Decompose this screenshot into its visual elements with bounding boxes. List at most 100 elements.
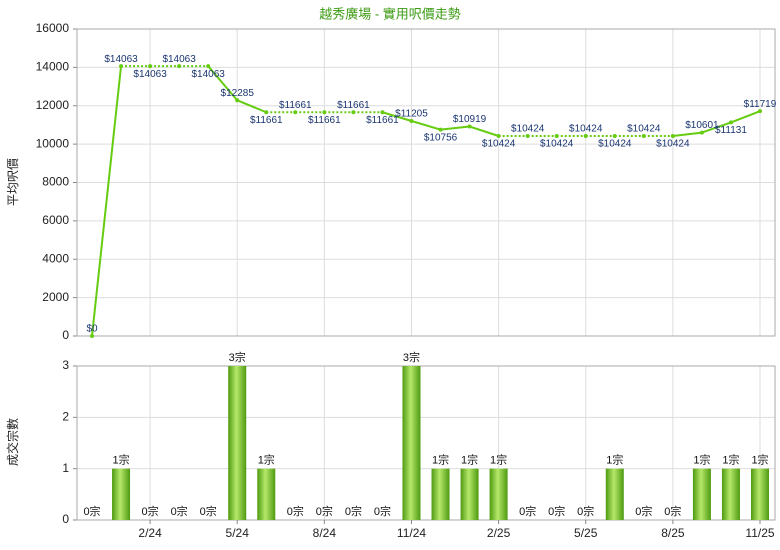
bar — [460, 468, 479, 520]
bar — [751, 468, 769, 520]
bar — [489, 468, 508, 520]
x-tick-label: 2/24 — [138, 526, 162, 540]
value-label: $14063 — [191, 69, 225, 80]
value-label: $14063 — [162, 54, 196, 65]
point — [351, 110, 356, 115]
bar — [112, 468, 131, 520]
y-tick-label: 12000 — [36, 98, 70, 112]
line-segment — [236, 99, 267, 114]
y-tick-label: 14000 — [36, 60, 70, 74]
y-tick-label: 0 — [62, 328, 69, 342]
y-tick-label: 16000 — [36, 21, 70, 35]
plot-frame — [76, 28, 776, 337]
value-label: 0宗 — [316, 504, 333, 518]
value-label: 3宗 — [229, 350, 246, 364]
line-segment — [91, 66, 123, 337]
value-label: 0宗 — [200, 504, 217, 518]
value-label: 0宗 — [345, 504, 362, 518]
line-segment — [701, 121, 732, 134]
value-label: 1宗 — [722, 453, 739, 467]
y-axis-label: 平均呎價 — [6, 158, 20, 206]
bar — [605, 468, 624, 520]
line-segment — [411, 120, 441, 131]
chart-title: 越秀廣場 - 實用呎價走勢 — [319, 6, 461, 21]
value-label: 0宗 — [287, 504, 304, 518]
point — [758, 109, 762, 114]
y-tick-label: 3 — [62, 358, 69, 372]
value-label: $11719 — [744, 99, 777, 110]
value-label: $12285 — [221, 88, 255, 99]
point — [728, 120, 733, 125]
point — [641, 133, 646, 138]
value-label: $11661 — [279, 100, 312, 111]
y-tick-label: 1 — [62, 461, 69, 475]
point — [119, 64, 124, 69]
value-label: 1宗 — [490, 453, 507, 467]
value-label: $11205 — [395, 109, 428, 120]
value-label: 0宗 — [83, 504, 100, 518]
bar — [721, 468, 740, 520]
y-tick-label: 6000 — [42, 213, 69, 227]
point — [235, 98, 240, 103]
value-label: 0宗 — [577, 504, 594, 518]
point — [699, 130, 704, 135]
value-label: $14063 — [133, 69, 167, 80]
value-label: $0 — [86, 324, 98, 335]
y-axis-label: 成交宗數 — [5, 418, 20, 466]
value-label: $10424 — [482, 139, 516, 150]
x-tick-label: 5/24 — [226, 526, 250, 540]
value-label: $11131 — [715, 125, 747, 136]
value-label: $10424 — [569, 124, 603, 135]
line-segment — [672, 131, 703, 137]
bar — [402, 366, 421, 520]
value-label: $10424 — [598, 139, 632, 150]
value-label: 1宗 — [432, 453, 449, 467]
x-tick-label: 11/24 — [397, 526, 426, 540]
y-tick-label: 2 — [62, 410, 69, 424]
point — [670, 133, 675, 138]
x-tick-label: 8/25 — [661, 526, 685, 540]
line-segment — [730, 110, 761, 124]
value-label: 1宗 — [112, 453, 129, 467]
value-label: 0宗 — [519, 504, 536, 518]
line-segment — [440, 125, 470, 131]
value-label: $14063 — [104, 54, 138, 65]
value-label: 3宗 — [403, 350, 420, 364]
plot-frame — [76, 365, 776, 521]
value-label: 1宗 — [751, 453, 768, 467]
point — [90, 334, 94, 338]
value-label: $11661 — [308, 115, 341, 126]
value-label: 0宗 — [664, 504, 681, 518]
point — [264, 110, 269, 115]
point — [438, 127, 443, 132]
y-tick-label: 4000 — [42, 251, 69, 265]
y-tick-label: 8000 — [42, 175, 69, 189]
value-label: 0宗 — [171, 504, 188, 518]
bar — [431, 468, 450, 520]
value-label: 0宗 — [548, 504, 565, 518]
x-tick-label: 8/24 — [313, 526, 337, 540]
value-label: $10601 — [685, 120, 719, 131]
value-label: $11661 — [366, 115, 399, 126]
line-segment — [469, 125, 499, 137]
point — [293, 110, 298, 115]
bar — [257, 468, 276, 520]
line-segment — [382, 111, 412, 122]
point — [612, 133, 617, 138]
value-label: 0宗 — [374, 504, 391, 518]
y-tick-label: 0 — [62, 512, 69, 526]
value-label: $10919 — [453, 114, 487, 125]
point — [496, 133, 501, 138]
value-label: 0宗 — [142, 504, 159, 518]
value-label: $11661 — [337, 100, 370, 111]
point — [554, 133, 559, 138]
x-tick-label: 5/25 — [574, 526, 598, 540]
y-tick-label: 10000 — [36, 136, 70, 150]
value-label: $10424 — [627, 124, 661, 135]
point — [177, 64, 182, 69]
point — [148, 64, 153, 69]
point — [525, 133, 530, 138]
value-label: $11661 — [250, 115, 283, 126]
